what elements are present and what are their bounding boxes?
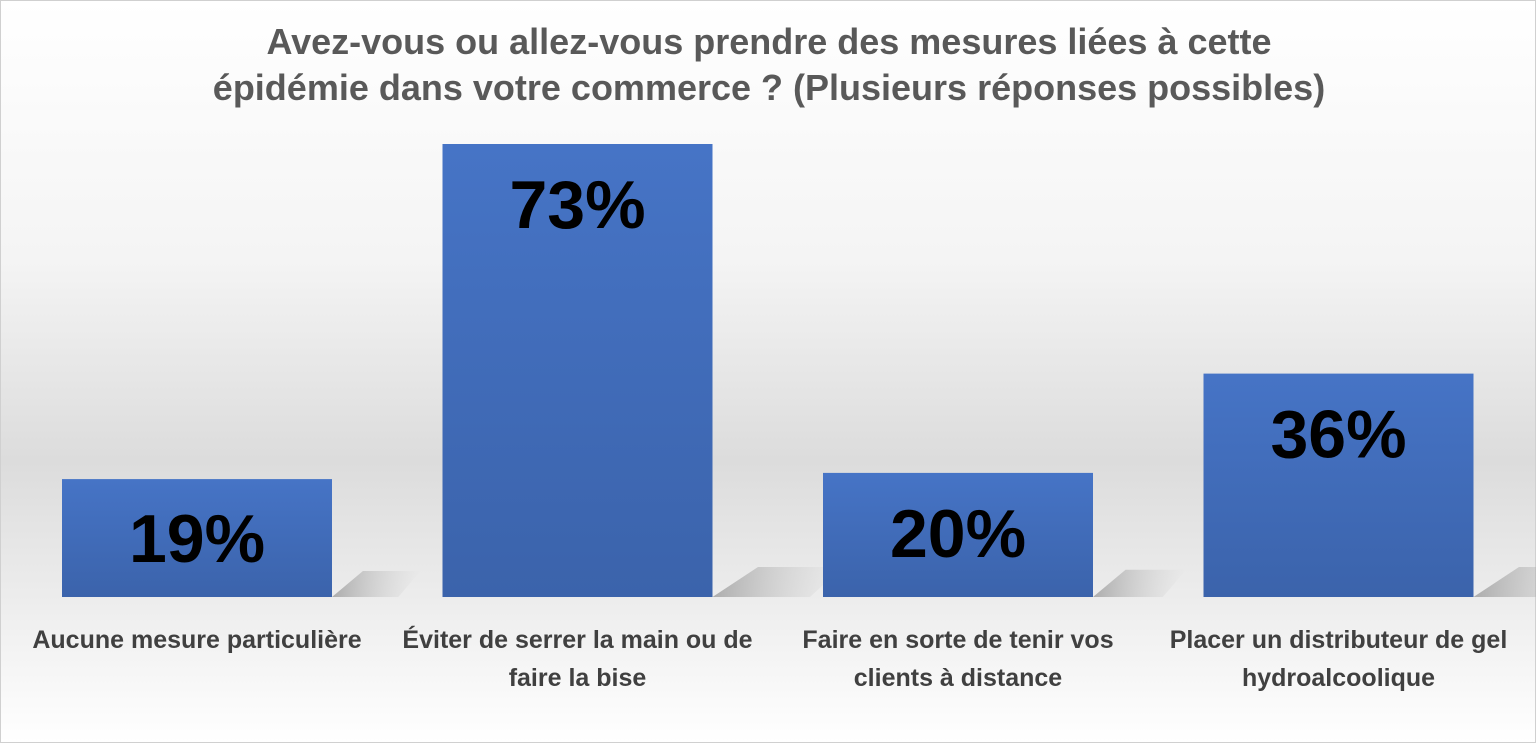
category-label: Placer un distributeur de gel hydroalcoo… xyxy=(1149,621,1529,697)
category-label: Éviter de serrer la main ou de faire la … xyxy=(388,621,768,697)
bar-shadow xyxy=(1474,567,1536,597)
bars xyxy=(62,144,1474,597)
data-label: 19% xyxy=(129,501,265,577)
category-label: Faire en sorte de tenir vos clients à di… xyxy=(768,621,1148,697)
bar-shadow xyxy=(1093,570,1186,597)
bar-shadow xyxy=(332,571,420,597)
category-label: Aucune mesure particulière xyxy=(7,621,387,659)
data-label: 73% xyxy=(509,167,645,243)
data-label: 36% xyxy=(1270,397,1406,473)
data-label: 20% xyxy=(890,496,1026,572)
